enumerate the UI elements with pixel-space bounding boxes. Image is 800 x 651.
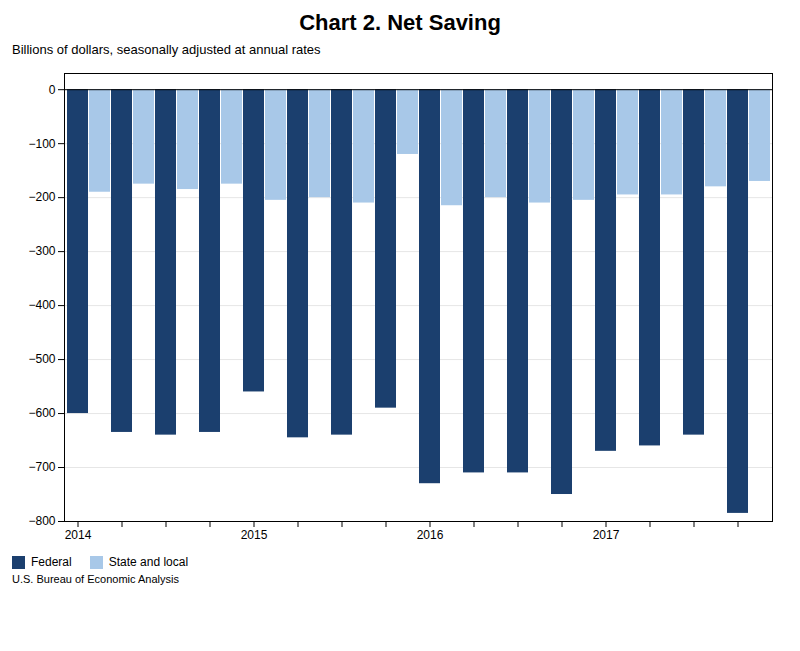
html-text:State and local: State and local bbox=[108, 555, 189, 569]
svg-text:−400: −400 bbox=[28, 298, 55, 312]
svg-text:2016: 2016 bbox=[417, 528, 444, 542]
html-text:Billions of dollars, seasonall: Billions of dollars, seasonally adjusted… bbox=[12, 42, 321, 57]
svg-text:−600: −600 bbox=[28, 406, 55, 420]
html-text:Chart 2. Net Saving: Chart 2. Net Saving bbox=[299, 10, 501, 35]
svg-text:−800: −800 bbox=[28, 514, 55, 528]
svg-text:2014: 2014 bbox=[65, 528, 92, 542]
svg-text:−700: −700 bbox=[28, 460, 55, 474]
svg-text:−100: −100 bbox=[28, 137, 55, 151]
svg-text:2017: 2017 bbox=[593, 528, 620, 542]
html-text:Federal: Federal bbox=[31, 555, 72, 569]
svg-text:−200: −200 bbox=[28, 190, 55, 204]
svg-text:−500: −500 bbox=[28, 352, 55, 366]
svg-text:−300: −300 bbox=[28, 244, 55, 258]
svg-text:2015: 2015 bbox=[241, 528, 268, 542]
svg-text:0: 0 bbox=[49, 83, 56, 97]
html-text:U.S. Bureau of Economic Analys: U.S. Bureau of Economic Analysis bbox=[12, 573, 179, 585]
